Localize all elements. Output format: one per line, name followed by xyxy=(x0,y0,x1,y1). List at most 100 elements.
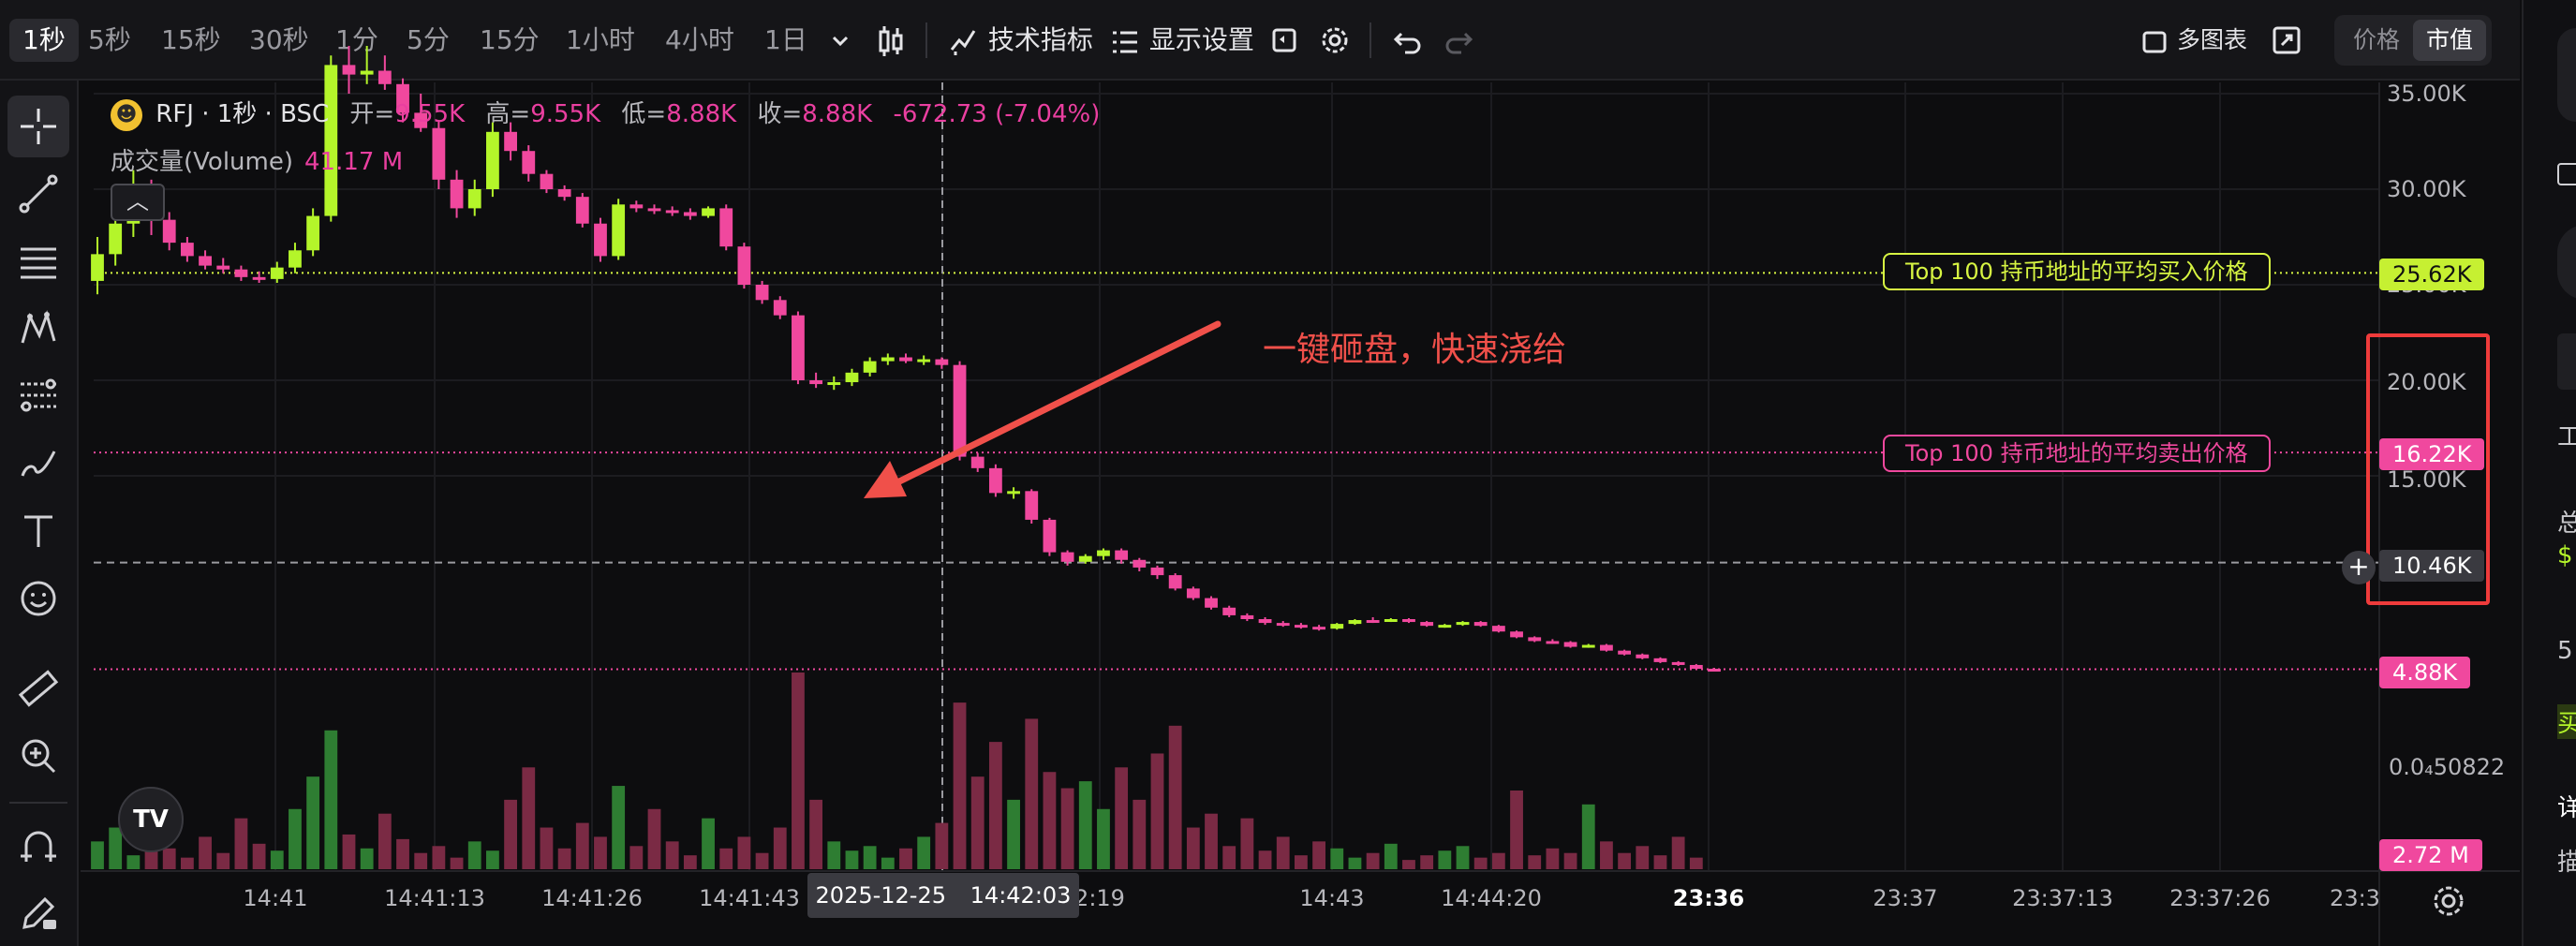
timeframe-15m[interactable]: 15分 xyxy=(480,24,540,55)
timeframe-1d[interactable]: 1日 xyxy=(764,24,807,55)
high-label: 高= xyxy=(485,100,531,128)
candle-body xyxy=(1312,627,1325,630)
volume-bar xyxy=(1205,813,1218,869)
pattern-tool[interactable] xyxy=(7,298,69,360)
candle-body xyxy=(1636,654,1650,658)
add-alert-plus-icon[interactable]: + xyxy=(2342,551,2376,584)
volume-bar xyxy=(1150,753,1164,869)
candle-body xyxy=(1240,614,1254,619)
volume-bar xyxy=(827,841,841,869)
volume-bar xyxy=(252,843,266,869)
horizontal-lines-tool[interactable] xyxy=(7,230,69,292)
avg-buy-line-label[interactable]: Top 100 持币地址的平均买入价格 xyxy=(1883,253,2271,290)
timeframe-1s[interactable]: 1秒 xyxy=(9,19,79,62)
volume-bar xyxy=(432,846,446,869)
candle-body xyxy=(1563,642,1577,647)
replay-icon[interactable] xyxy=(1268,19,1300,62)
candle-body xyxy=(629,204,644,209)
volume-bar xyxy=(1618,852,1632,869)
candle-body xyxy=(1115,550,1129,560)
multi-chart-button[interactable]: 多图表 xyxy=(2141,19,2247,62)
candle-body xyxy=(1330,624,1344,629)
candle-body xyxy=(755,285,769,301)
volume-bar xyxy=(1491,852,1505,869)
redo-icon[interactable] xyxy=(1443,19,1474,62)
candle-body xyxy=(414,112,428,128)
candle-body xyxy=(342,65,356,75)
marketcap-toggle[interactable]: 市值 xyxy=(2413,20,2486,61)
candle-body xyxy=(360,70,374,75)
candle-body xyxy=(1222,607,1236,615)
candle-body xyxy=(91,254,104,281)
timeframe-1m[interactable]: 1分 xyxy=(335,24,378,55)
low-label: 低= xyxy=(621,100,667,128)
candle-body xyxy=(557,189,571,198)
volume-bar xyxy=(378,813,392,869)
candle-body xyxy=(1438,625,1452,628)
brush-tool[interactable] xyxy=(7,433,69,495)
emoji-tool[interactable] xyxy=(7,568,69,629)
panel-control[interactable] xyxy=(2557,28,2576,122)
volume-tag: 2.72 M xyxy=(2379,839,2482,871)
candle-body xyxy=(1491,626,1505,632)
candle-body xyxy=(827,382,841,386)
volume-bar xyxy=(1348,857,1362,869)
price-tick: 35.00K xyxy=(2387,81,2466,107)
volume-bar xyxy=(289,808,302,869)
volume-bar xyxy=(1636,846,1650,869)
text-tool[interactable] xyxy=(7,500,69,562)
timeframe-5m[interactable]: 5分 xyxy=(407,24,450,55)
tradingview-logo[interactable]: TV xyxy=(118,787,184,852)
candle-body xyxy=(1653,658,1667,662)
annotation-text[interactable]: 一键砸盘，快速浇给 xyxy=(1263,331,1567,369)
timeframe-5s[interactable]: 5秒 xyxy=(88,24,131,55)
fullscreen-icon[interactable] xyxy=(2271,19,2302,62)
volume-bar xyxy=(612,786,626,869)
volume-bar xyxy=(1456,846,1470,869)
panel-checkbox[interactable] xyxy=(2557,163,2576,185)
timeframe-1h[interactable]: 1小时 xyxy=(566,24,635,55)
volume-bar xyxy=(234,818,248,869)
display-settings-button[interactable]: 显示设置 xyxy=(1109,19,1254,62)
close-label: 收= xyxy=(757,100,803,128)
avg-sell-line-label[interactable]: Top 100 持币地址的平均卖出价格 xyxy=(1883,435,2271,472)
timeframe-15s[interactable]: 15秒 xyxy=(161,24,221,55)
candle-body xyxy=(953,364,967,457)
crosshair-tool[interactable] xyxy=(7,96,69,157)
volume-bar xyxy=(1438,850,1452,869)
magnet-tool[interactable] xyxy=(7,815,69,877)
volume-bar xyxy=(737,836,751,869)
price-toggle[interactable]: 价格 xyxy=(2352,26,2400,53)
undo-icon[interactable] xyxy=(1392,19,1424,62)
timeframe-30s[interactable]: 30秒 xyxy=(249,24,309,55)
volume-bar xyxy=(450,857,464,869)
timeframe-4h[interactable]: 4小时 xyxy=(665,24,734,55)
collapse-legend-button[interactable]: ︿ xyxy=(111,184,165,221)
chevron-down-icon[interactable] xyxy=(828,19,852,62)
indicators-button[interactable]: 技术指标 xyxy=(948,19,1093,62)
candle-body xyxy=(917,359,931,362)
close-value: 8.88K xyxy=(802,100,873,128)
volume-bar xyxy=(575,822,589,869)
fib-tool[interactable] xyxy=(7,365,69,427)
lock-drawing-tool[interactable] xyxy=(7,882,69,944)
zoom-tool[interactable] xyxy=(7,725,69,787)
candle-body xyxy=(1078,555,1092,562)
axis-settings-gear-icon[interactable] xyxy=(2428,880,2469,922)
volume-bar xyxy=(755,852,769,869)
candle-body xyxy=(935,359,949,365)
volume-bar xyxy=(342,834,356,869)
gear-icon[interactable] xyxy=(1319,19,1351,62)
candle-type-icon[interactable] xyxy=(875,19,907,62)
panel-button[interactable] xyxy=(2557,333,2576,390)
multi-chart-label: 多图表 xyxy=(2176,26,2247,53)
volume-bar xyxy=(1546,848,1560,869)
brush-icon xyxy=(21,451,56,477)
time-tick: 14:41 xyxy=(243,885,308,911)
open-value: 9.55K xyxy=(394,100,466,128)
symbol-label[interactable]: RFJ · 1秒 · BSC xyxy=(155,100,330,128)
candle-body xyxy=(1689,664,1703,670)
trendline-tool[interactable] xyxy=(7,163,69,225)
ruler-tool[interactable] xyxy=(7,658,69,719)
